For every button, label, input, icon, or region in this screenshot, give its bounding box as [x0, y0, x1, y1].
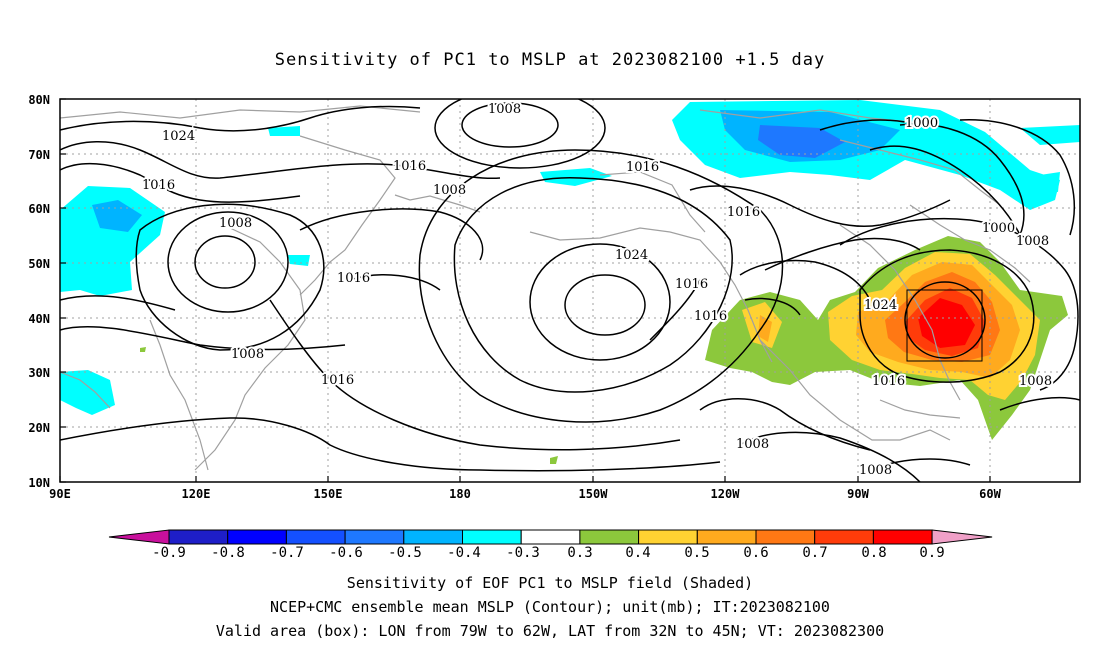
valid-area-box	[906, 289, 983, 362]
contour-label: 1016	[675, 277, 708, 292]
contour-label: 1016	[142, 178, 175, 193]
contour-label: 1024	[864, 298, 897, 313]
negative-sensitivity-region	[268, 126, 300, 136]
negative-sensitivity-region	[60, 370, 115, 415]
contour-label: 1016	[872, 374, 905, 389]
map-title: Sensitivity of PC1 to MSLP at 2023082100…	[274, 50, 826, 70]
colorbar	[108, 529, 993, 545]
plot-frame	[59, 98, 1081, 483]
caption-line-2: NCEP+CMC ensemble mean MSLP (Contour); u…	[270, 598, 830, 616]
contour-label: 1024	[162, 129, 195, 144]
contour-label: 1016	[393, 159, 426, 174]
colorbar-swatch	[872, 529, 933, 545]
colorbar-swatch	[285, 529, 346, 545]
contour-label: 1008	[231, 347, 264, 362]
lat-label: 60N	[28, 202, 50, 216]
contour-label: 1016	[727, 205, 760, 220]
negative-sensitivity-region	[92, 200, 142, 232]
contour-label: 1008	[1016, 234, 1049, 249]
lat-label: 30N	[28, 366, 50, 380]
lon-label: 180	[449, 487, 471, 501]
colorbar-swatch	[814, 529, 874, 545]
colorbar-label: 0.6	[743, 545, 768, 561]
negative-sensitivity-region	[758, 125, 845, 158]
contour-label: 1008	[859, 463, 892, 478]
negative-sensitivity-region	[1020, 125, 1080, 145]
colorbar-label: 0.7	[802, 545, 827, 561]
lon-label: 60W	[979, 487, 1001, 501]
lon-label: 150E	[314, 487, 343, 501]
latitude-labels: 80N 70N 60N 50N 40N 30N 20N 10N	[28, 93, 50, 490]
positive-sensitivity-region	[758, 315, 772, 342]
colorbar-label: -0.9	[152, 545, 186, 561]
colorbar-low-end	[108, 529, 170, 545]
contour-label: 1016	[694, 309, 727, 324]
colorbar-swatch	[755, 529, 816, 545]
colorbar-label: -0.6	[329, 545, 363, 561]
caption-line-1: Sensitivity of EOF PC1 to MSLP field (Sh…	[346, 574, 754, 592]
colorbar-labels: -0.9 -0.8 -0.7 -0.6 -0.5 -0.4 -0.3 0.3 0…	[152, 545, 945, 561]
colorbar-label: -0.7	[270, 545, 304, 561]
colorbar-swatch	[462, 529, 522, 545]
colorbar-label: 0.9	[919, 545, 944, 561]
positive-sensitivity-region	[550, 456, 558, 464]
colorbar-swatch	[520, 529, 581, 545]
contour-label: 1000	[982, 221, 1015, 236]
colorbar-label: 0.8	[861, 545, 886, 561]
colorbar-label: -0.3	[506, 545, 540, 561]
lat-label: 80N	[28, 93, 50, 107]
positive-sensitivity-region	[918, 298, 975, 348]
contour-label: 1008	[219, 216, 252, 231]
positive-sensitivity-region	[140, 347, 146, 352]
longitude-labels: 90E 120E 150E 180 150W 120W 90W 60W	[49, 487, 1001, 501]
colorbar-swatch	[403, 529, 463, 545]
negative-sensitivity-region	[540, 168, 612, 186]
lon-label: 90W	[847, 487, 869, 501]
colorbar-swatch	[227, 529, 287, 545]
contour-label: 1016	[337, 271, 370, 286]
colorbar-swatch	[579, 529, 640, 545]
colorbar-label: 0.3	[567, 545, 592, 561]
lon-label: 150W	[579, 487, 609, 501]
lat-label: 50N	[28, 257, 50, 271]
lat-label: 70N	[28, 148, 50, 162]
contour-label: 1024	[615, 248, 648, 263]
contour-label: 1008	[1019, 374, 1052, 389]
lat-label: 20N	[28, 421, 50, 435]
colorbar-swatch	[696, 529, 757, 545]
colorbar-swatch	[638, 529, 698, 545]
negative-sensitivity-region	[288, 255, 310, 266]
caption-line-3: Valid area (box): LON from 79W to 62W, L…	[215, 622, 885, 640]
contour-label: 1008	[433, 183, 466, 198]
lon-label: 120W	[711, 487, 741, 501]
contour-label: 1000	[905, 116, 938, 131]
contour-label: 1008	[736, 437, 769, 452]
negative-sensitivity-region	[1040, 172, 1060, 192]
contour-label: 1008	[488, 102, 521, 117]
colorbar-label: -0.4	[447, 545, 481, 561]
lat-label: 40N	[28, 312, 50, 326]
map-grid	[60, 99, 1080, 482]
colorbar-swatch	[344, 529, 405, 545]
lon-label: 90E	[49, 487, 71, 501]
colorbar-high-end	[931, 529, 993, 545]
colorbar-label: -0.5	[388, 545, 422, 561]
colorbar-label: 0.4	[625, 545, 650, 561]
coastlines	[60, 105, 1031, 471]
lon-label: 120E	[182, 487, 211, 501]
axis-ticks	[59, 98, 991, 483]
colorbar-swatch	[168, 529, 229, 545]
contour-label: 1016	[321, 373, 354, 388]
sensitivity-shading	[60, 100, 1080, 464]
contour-labels: 1024 1008 1016 1016 1008 1016 1008 1016 …	[140, 100, 1054, 480]
lat-label: 10N	[28, 476, 50, 490]
colorbar-label: 0.5	[684, 545, 709, 561]
contour-label: 1016	[626, 160, 659, 175]
colorbar-label: -0.8	[211, 545, 245, 561]
mslp-contours	[60, 99, 1080, 482]
